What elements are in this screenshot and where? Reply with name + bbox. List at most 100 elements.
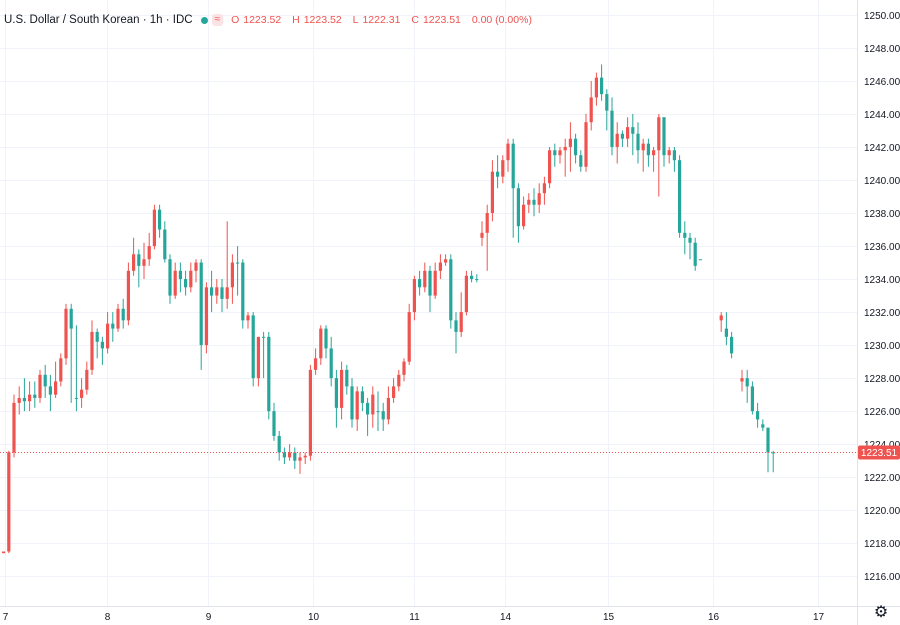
candle-body <box>688 237 692 243</box>
candle-body <box>698 259 702 261</box>
candle-body <box>600 77 604 95</box>
time-tick-label: 7 <box>3 612 9 623</box>
candle-body <box>693 242 697 266</box>
candle-body <box>142 259 146 266</box>
candle-body <box>85 369 89 390</box>
candle <box>444 254 448 266</box>
gear-icon[interactable]: ⚙ <box>873 604 889 621</box>
candle <box>423 262 427 293</box>
candle-body <box>121 308 125 321</box>
candle <box>163 221 167 263</box>
candle-body <box>184 279 188 288</box>
candle-body <box>298 457 302 461</box>
time-tick-label: 10 <box>308 612 320 623</box>
candle <box>454 312 458 354</box>
candle <box>251 312 255 387</box>
candle <box>480 221 484 247</box>
candle <box>652 146 656 172</box>
candle-body <box>28 394 32 402</box>
candle <box>54 361 58 398</box>
close-value: 1223.51 <box>422 14 461 26</box>
candle-body <box>412 279 416 313</box>
candle-body <box>33 394 37 398</box>
candle-body <box>542 183 546 194</box>
candle <box>548 146 552 189</box>
candle <box>288 444 292 461</box>
candle <box>132 237 136 276</box>
price-tick-label: 1240.00 <box>864 176 900 187</box>
candle-body <box>199 262 203 346</box>
candle-body <box>657 117 661 151</box>
candle <box>641 138 645 172</box>
candle-body <box>230 262 234 288</box>
candle <box>594 72 598 106</box>
candle-body <box>485 213 489 233</box>
candle-body <box>548 150 552 184</box>
candle <box>2 551 6 554</box>
candle <box>121 298 125 329</box>
candle-body <box>740 378 744 382</box>
candle-body <box>397 374 401 387</box>
candle-body <box>563 146 567 151</box>
candle-body <box>750 386 754 412</box>
candle-body <box>444 259 448 263</box>
candle <box>501 155 505 184</box>
candle-body <box>532 199 536 205</box>
candle-body <box>111 323 115 329</box>
candle-body <box>90 331 94 370</box>
candle <box>256 336 260 387</box>
candle <box>69 303 73 403</box>
candle <box>303 452 307 464</box>
candle-body <box>282 452 286 458</box>
candle-body <box>225 287 229 299</box>
open-label: O <box>231 14 240 26</box>
time-axis[interactable]: 7 8 9 10 11 14 15 16 17 <box>3 612 825 623</box>
candle-body <box>277 435 281 453</box>
candle <box>428 265 432 313</box>
candle-body <box>293 452 297 461</box>
candle <box>152 204 156 250</box>
candle-body <box>189 270 193 288</box>
candle-body <box>568 138 572 147</box>
candle <box>28 381 32 412</box>
candle-body <box>95 331 99 342</box>
candle <box>600 64 604 101</box>
high-value: 1223.52 <box>303 14 342 26</box>
candle <box>178 262 182 293</box>
candle-body <box>652 150 656 156</box>
candle <box>204 282 208 354</box>
candle <box>730 331 734 359</box>
candle <box>485 204 489 271</box>
candle <box>189 262 193 293</box>
candle-body <box>314 358 318 370</box>
price-tick-label: 1250.00 <box>864 11 900 22</box>
candle-body <box>303 455 307 458</box>
candle <box>620 130 624 147</box>
candle-body <box>454 320 458 332</box>
candle-body <box>672 150 676 161</box>
price-axis[interactable]: 1216.001218.001220.001222.001224.001226.… <box>864 11 900 583</box>
candle <box>574 133 578 164</box>
approx-equal-icon[interactable]: ≈ <box>211 14 224 26</box>
candle-body <box>678 160 682 233</box>
candle-body <box>511 143 515 189</box>
candle-body <box>69 308 73 329</box>
candle-body <box>537 193 541 205</box>
candle-body <box>631 127 635 134</box>
candle-body <box>475 279 479 281</box>
ohlc-values: O 1223.52 H 1223.52 L 1222.31 C 1223.51 0.00… <box>231 14 536 26</box>
candle <box>397 369 401 392</box>
candle-body <box>158 209 162 230</box>
candle-body <box>178 270 182 280</box>
candle-body <box>449 259 453 321</box>
symbol-title[interactable]: U.S. Dollar / South Korean · 1h · IDC <box>4 14 193 26</box>
candle-body <box>59 358 63 382</box>
candle-body <box>407 312 411 362</box>
candle-body <box>392 386 396 398</box>
grid-lines <box>0 0 857 606</box>
candle <box>516 183 520 243</box>
time-tick-label: 8 <box>105 612 111 623</box>
candle <box>438 254 442 280</box>
candle-body <box>74 397 78 399</box>
